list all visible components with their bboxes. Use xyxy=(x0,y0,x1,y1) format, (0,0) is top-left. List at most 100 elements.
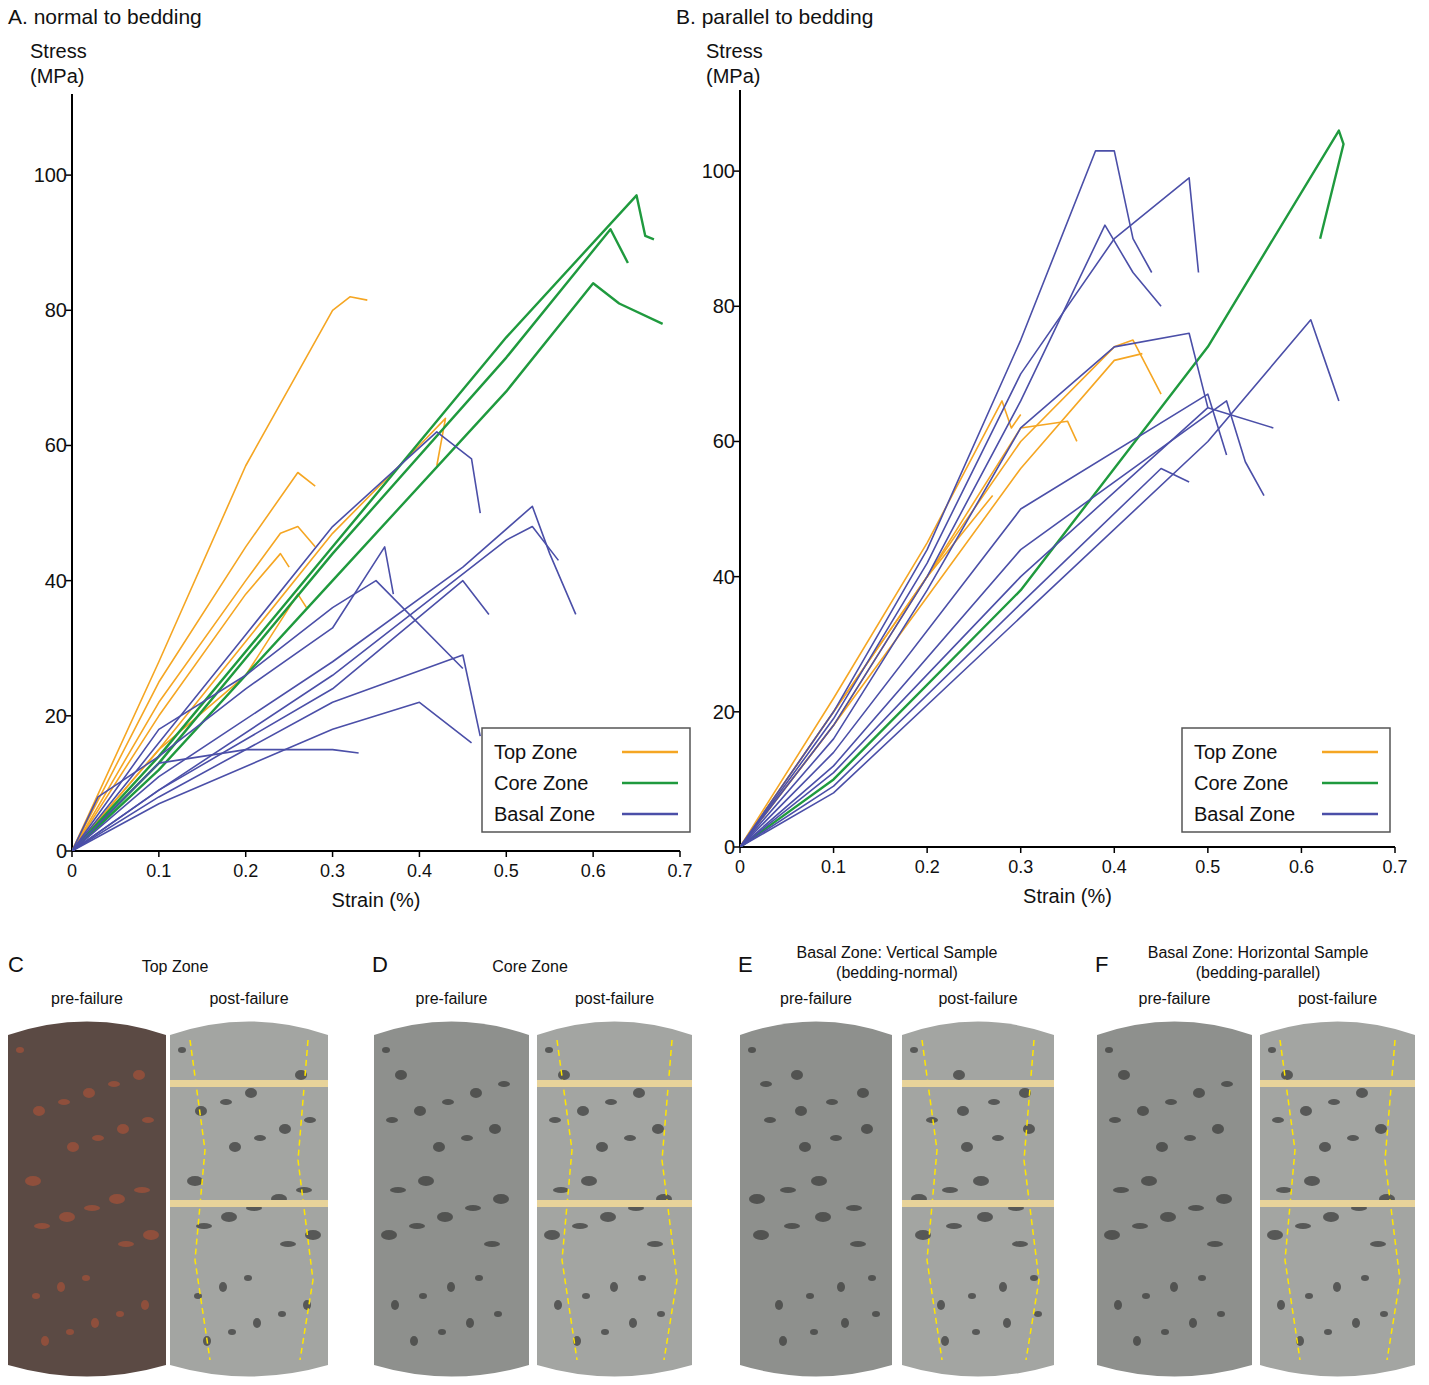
vesicle xyxy=(988,1099,1000,1105)
vesicle xyxy=(791,1070,803,1080)
vesicle xyxy=(253,1318,261,1328)
vesicle xyxy=(558,1070,570,1080)
x-axis xyxy=(740,846,1395,848)
x-tick-label: 0.2 xyxy=(233,861,258,881)
binding-string xyxy=(902,1080,1054,1087)
vesicle xyxy=(461,1135,473,1141)
stress-strain-curve xyxy=(740,421,1077,847)
stress-strain-curve xyxy=(740,354,1142,847)
x-tick-label: 0.7 xyxy=(667,861,692,881)
vesicle xyxy=(582,1293,590,1299)
vesicle xyxy=(910,1047,918,1053)
vesicle xyxy=(409,1223,425,1229)
sample-photo xyxy=(374,1022,529,1377)
x-tick-label: 0.1 xyxy=(821,857,846,877)
vesicle xyxy=(837,1282,845,1292)
stress-strain-curve xyxy=(740,394,1227,847)
vesicle xyxy=(1105,1047,1113,1053)
legend-label: Top Zone xyxy=(494,741,577,763)
vesicle xyxy=(841,1318,849,1328)
binding-string xyxy=(1260,1200,1415,1207)
vesicle xyxy=(1156,1142,1168,1152)
x-tick xyxy=(926,847,928,853)
vesicle xyxy=(1184,1135,1196,1141)
vesicle xyxy=(753,1230,769,1240)
vesicle xyxy=(815,1212,831,1222)
vesicle xyxy=(34,1223,50,1229)
photo-title: Basal Zone: Vertical Sample xyxy=(797,944,998,961)
vesicle xyxy=(1272,1117,1284,1123)
x-tick-label: 0.5 xyxy=(1195,857,1220,877)
vesicle xyxy=(857,1088,869,1098)
legend-box xyxy=(482,728,690,832)
legend-box xyxy=(1182,728,1390,832)
vesicle xyxy=(1030,1275,1038,1281)
vesicle xyxy=(926,1117,938,1123)
vesicle xyxy=(1217,1311,1225,1317)
sample-photo xyxy=(1097,1022,1252,1377)
vesicle xyxy=(25,1176,41,1186)
x-axis-title: Strain (%) xyxy=(332,889,421,911)
vesicle xyxy=(749,1194,765,1204)
vesicle xyxy=(447,1282,455,1292)
panel-letter: C xyxy=(8,952,24,977)
photo-title: Basal Zone: Horizontal Sample xyxy=(1148,944,1369,961)
vesicle xyxy=(1305,1293,1313,1299)
vesicle xyxy=(142,1117,154,1123)
vesicle xyxy=(141,1300,149,1310)
vesicle xyxy=(657,1311,665,1317)
vesicle xyxy=(1356,1088,1368,1098)
vesicle xyxy=(601,1329,609,1335)
sample-photo xyxy=(902,1022,1054,1377)
x-tick xyxy=(833,847,835,853)
vesicle xyxy=(549,1117,561,1123)
y-tick-label: 80 xyxy=(45,299,67,321)
vesicle xyxy=(279,1124,291,1134)
vesicle xyxy=(437,1212,453,1222)
panel-letter: F xyxy=(1095,952,1108,977)
x-tick-label: 0 xyxy=(735,857,745,877)
legend-swatch xyxy=(622,813,678,815)
vesicle xyxy=(391,1300,399,1310)
photo-title: Core Zone xyxy=(492,958,568,975)
vesicle xyxy=(1212,1124,1224,1134)
vesicle xyxy=(1300,1106,1312,1116)
y-tick-label: 20 xyxy=(713,701,735,723)
vesicle xyxy=(82,1275,90,1281)
vesicle xyxy=(118,1241,134,1247)
x-tick-label: 0.4 xyxy=(407,861,432,881)
vesicle xyxy=(1370,1241,1386,1247)
vesicle xyxy=(143,1230,159,1240)
x-tick-label: 0.6 xyxy=(581,861,606,881)
vesicle xyxy=(1104,1230,1120,1240)
y-tick-label: 40 xyxy=(713,566,735,588)
vesicle xyxy=(1207,1241,1223,1247)
sample-photo xyxy=(740,1022,892,1377)
y-tick-label: 0 xyxy=(724,836,735,858)
vesicle xyxy=(605,1099,617,1105)
vesicle xyxy=(32,1293,40,1299)
vesicle xyxy=(941,1336,949,1346)
vesicle xyxy=(1221,1081,1233,1087)
legend-swatch xyxy=(1322,813,1378,815)
vesicle xyxy=(647,1241,663,1247)
vesicle xyxy=(195,1106,207,1116)
vesicle xyxy=(419,1293,427,1299)
vesicle xyxy=(1188,1205,1204,1211)
vesicle xyxy=(1328,1099,1340,1105)
stress-strain-curve xyxy=(72,547,393,851)
photo-caption: post-failure xyxy=(209,990,288,1007)
vesicle xyxy=(1132,1223,1148,1229)
vesicle xyxy=(1012,1241,1028,1247)
vesicle xyxy=(1352,1318,1360,1328)
vesicle xyxy=(386,1117,398,1123)
vesicle xyxy=(799,1142,811,1152)
vesicle xyxy=(581,1176,597,1186)
y-axis xyxy=(739,90,741,847)
vesicle xyxy=(109,1194,125,1204)
sample-photo xyxy=(537,1022,692,1377)
legend-label: Core Zone xyxy=(494,772,589,794)
vesicle xyxy=(1133,1336,1141,1346)
vesicle xyxy=(475,1275,483,1281)
x-tick xyxy=(1207,847,1209,853)
